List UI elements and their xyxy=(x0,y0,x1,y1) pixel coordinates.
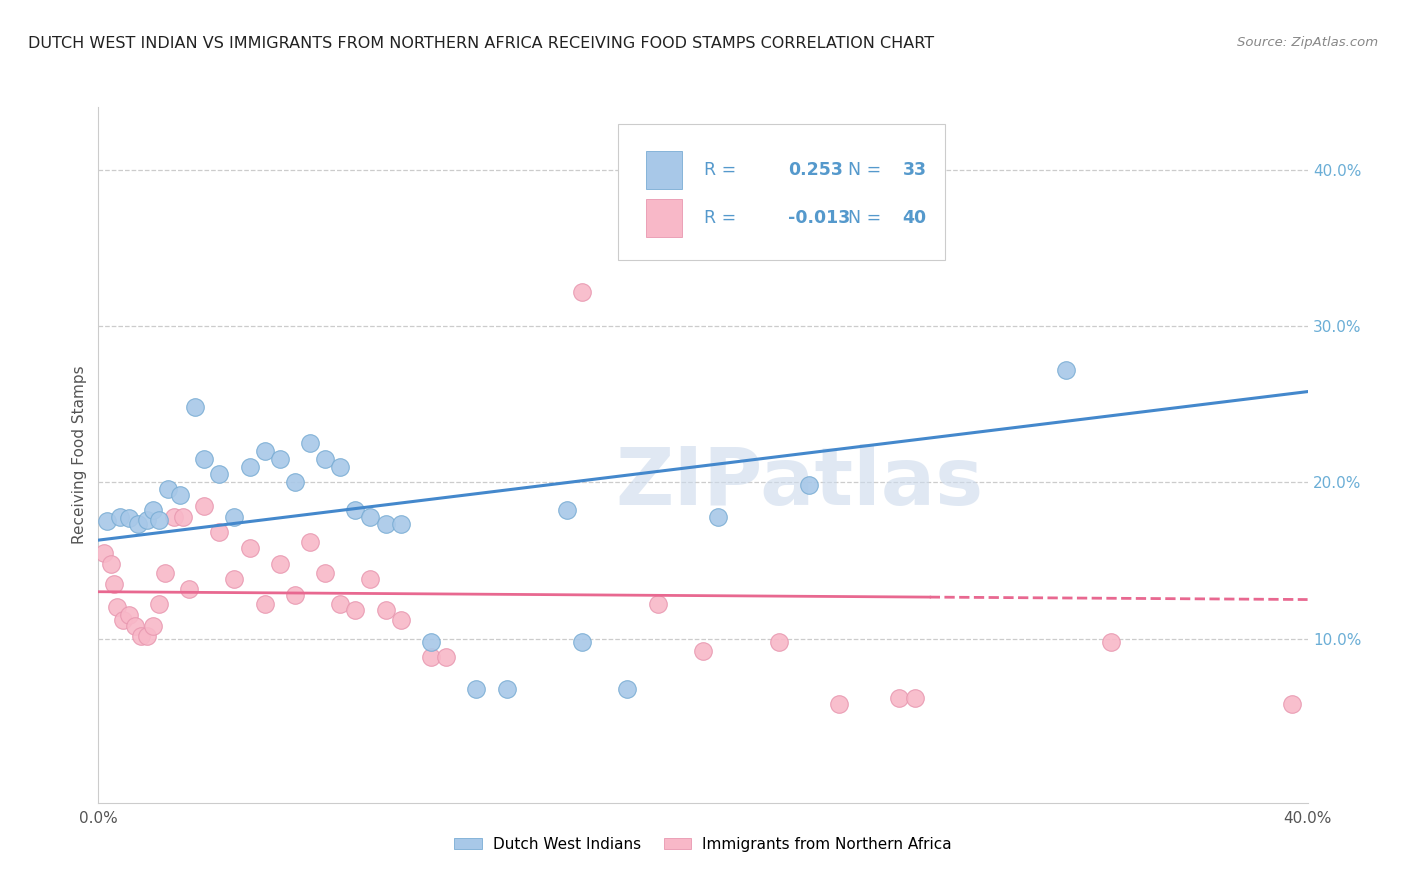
Point xyxy=(299,436,322,450)
Point xyxy=(329,459,352,474)
Point xyxy=(434,650,457,665)
Point xyxy=(284,588,307,602)
Point xyxy=(253,444,276,458)
Text: DUTCH WEST INDIAN VS IMMIGRANTS FROM NORTHERN AFRICA RECEIVING FOOD STAMPS CORRE: DUTCH WEST INDIAN VS IMMIGRANTS FROM NOR… xyxy=(28,36,934,51)
Point xyxy=(172,509,194,524)
Point xyxy=(389,613,412,627)
Point xyxy=(420,634,443,648)
Point xyxy=(692,644,714,658)
Point xyxy=(124,619,146,633)
Point xyxy=(647,597,669,611)
Point xyxy=(1054,362,1077,376)
Point xyxy=(1099,634,1122,648)
Point xyxy=(208,467,231,482)
Point xyxy=(193,499,215,513)
Point xyxy=(797,478,820,492)
Text: R =: R = xyxy=(704,161,742,178)
Point xyxy=(420,650,443,665)
Point xyxy=(314,566,336,580)
Point xyxy=(111,613,134,627)
Text: -0.013: -0.013 xyxy=(787,210,849,227)
Text: R =: R = xyxy=(704,210,742,227)
Point xyxy=(208,525,231,540)
Point xyxy=(374,517,396,532)
Point xyxy=(108,509,131,524)
Point xyxy=(495,681,517,696)
Text: N =: N = xyxy=(848,210,887,227)
Point xyxy=(284,475,307,490)
Point xyxy=(768,634,790,648)
Point xyxy=(269,451,291,466)
Point xyxy=(360,509,382,524)
Point xyxy=(555,503,578,517)
Point xyxy=(344,503,367,517)
Point xyxy=(707,509,730,524)
Point xyxy=(571,634,593,648)
Point xyxy=(299,534,322,549)
Point xyxy=(142,619,165,633)
FancyBboxPatch shape xyxy=(647,199,682,237)
Point xyxy=(118,608,141,623)
Point xyxy=(344,603,367,617)
Point xyxy=(148,597,170,611)
Point xyxy=(374,603,396,617)
Point xyxy=(360,572,382,586)
Point xyxy=(314,451,336,466)
Point xyxy=(253,597,276,611)
Point xyxy=(224,509,246,524)
Point xyxy=(93,546,115,560)
Text: 0.253: 0.253 xyxy=(787,161,842,178)
Point xyxy=(135,513,157,527)
Y-axis label: Receiving Food Stamps: Receiving Food Stamps xyxy=(72,366,87,544)
Point xyxy=(163,509,186,524)
Legend: Dutch West Indians, Immigrants from Northern Africa: Dutch West Indians, Immigrants from Nort… xyxy=(449,830,957,858)
Point xyxy=(1281,698,1303,712)
Point xyxy=(127,517,149,532)
Point xyxy=(465,681,488,696)
FancyBboxPatch shape xyxy=(619,125,945,260)
Point xyxy=(239,541,262,555)
Point xyxy=(224,572,246,586)
Point xyxy=(156,482,179,496)
Point xyxy=(329,597,352,611)
Point xyxy=(96,514,118,528)
Point xyxy=(179,582,201,596)
Point xyxy=(142,503,165,517)
Point xyxy=(184,401,207,415)
Point xyxy=(129,628,152,642)
Point xyxy=(169,488,191,502)
FancyBboxPatch shape xyxy=(647,151,682,189)
Point xyxy=(889,691,911,706)
Point xyxy=(100,557,122,571)
Point xyxy=(904,691,927,706)
Point xyxy=(571,285,593,299)
Point xyxy=(103,577,125,591)
Text: Source: ZipAtlas.com: Source: ZipAtlas.com xyxy=(1237,36,1378,49)
Point xyxy=(105,600,128,615)
Point xyxy=(239,459,262,474)
Point xyxy=(389,517,412,532)
Text: ZIPatlas: ZIPatlas xyxy=(616,443,984,522)
Point xyxy=(118,511,141,525)
Point xyxy=(616,681,638,696)
Point xyxy=(828,698,851,712)
Point xyxy=(269,557,291,571)
Point xyxy=(148,513,170,527)
Point xyxy=(193,451,215,466)
Text: 40: 40 xyxy=(903,210,927,227)
Point xyxy=(153,566,176,580)
Point xyxy=(135,628,157,642)
Text: N =: N = xyxy=(848,161,887,178)
Text: 33: 33 xyxy=(903,161,927,178)
